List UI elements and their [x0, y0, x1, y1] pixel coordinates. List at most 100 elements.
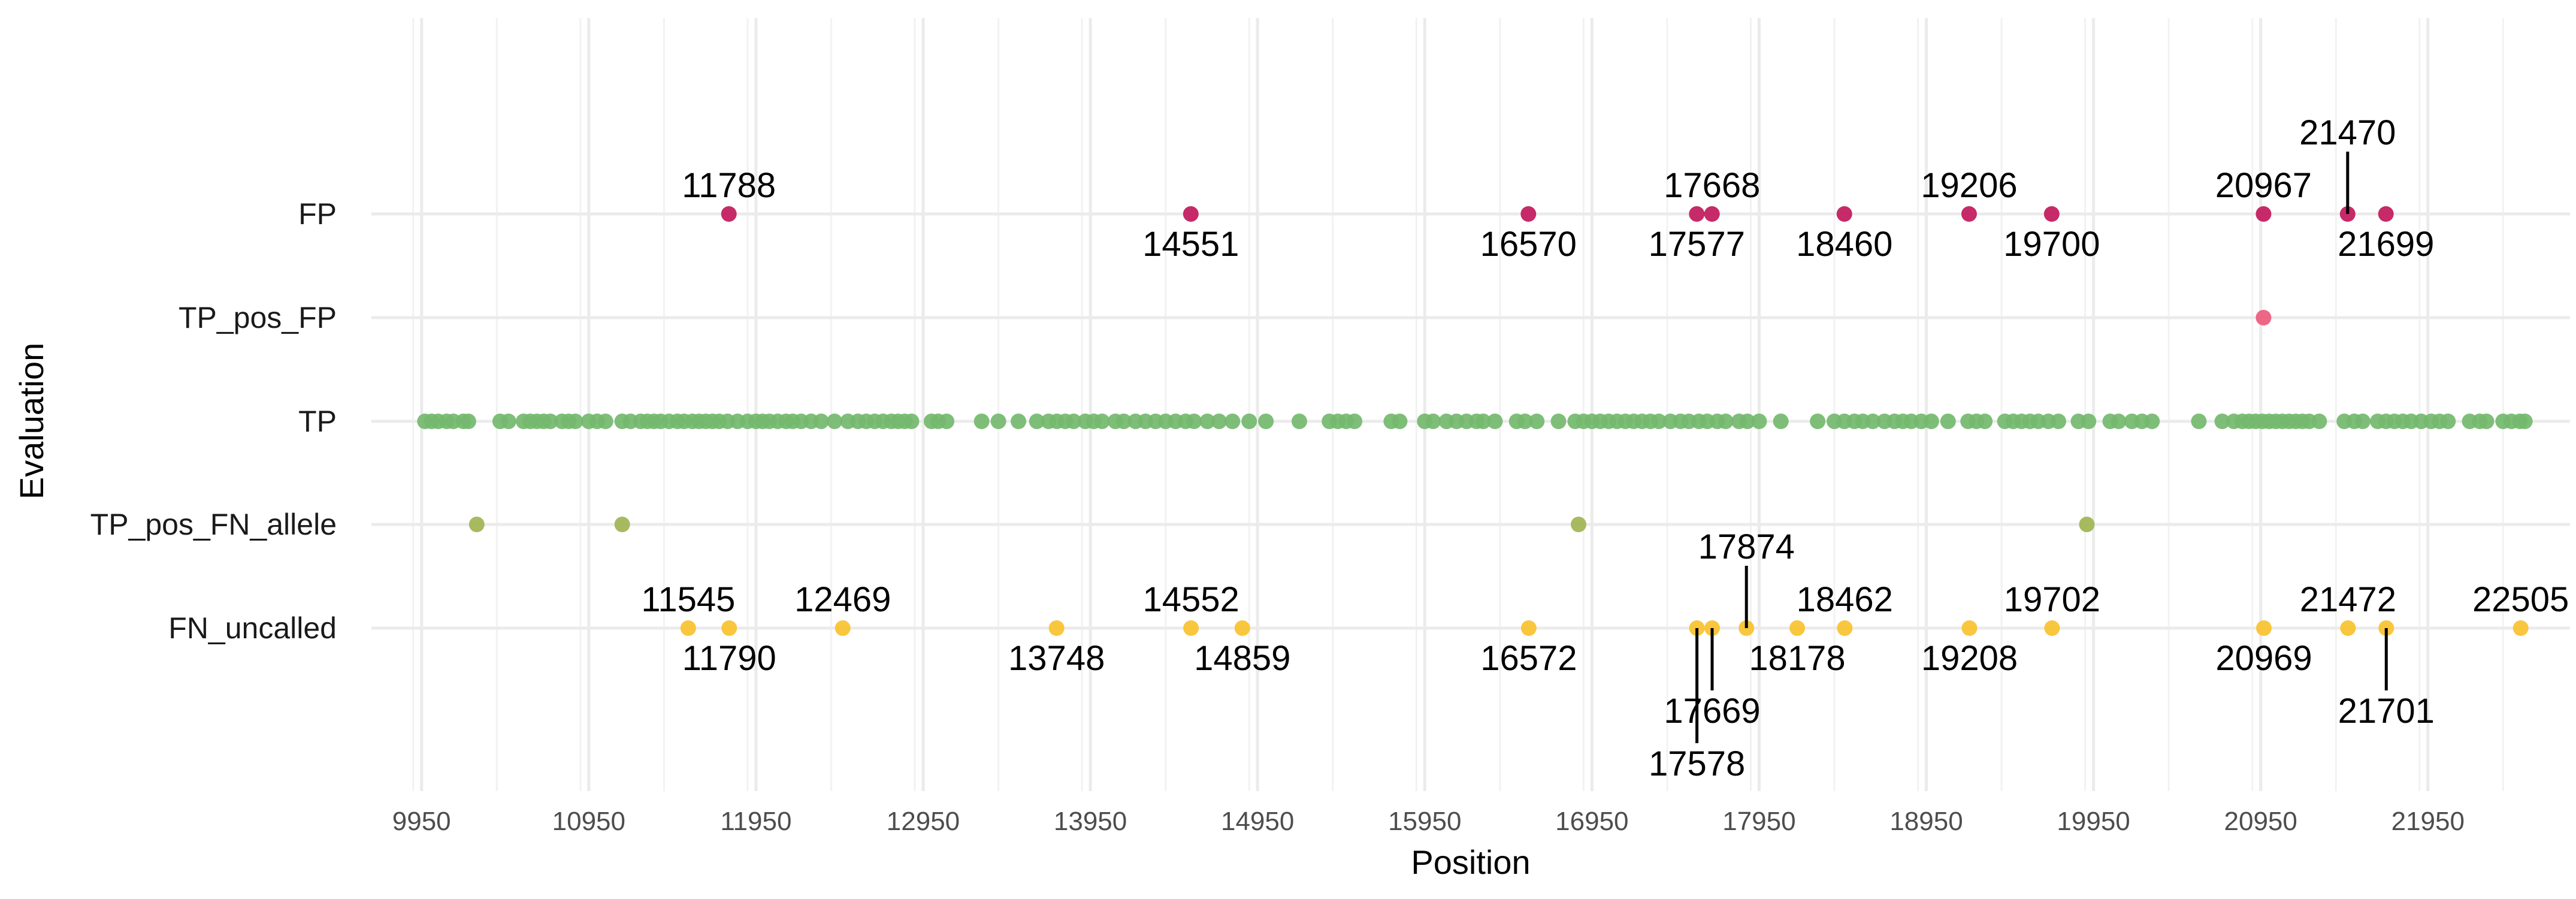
- axis-tick-labels: 9950 10950 11950 12950 13950 14950 15950 16950 1…: [90, 197, 2465, 836]
- y-tick-label: TP_pos_FN_allele: [90, 508, 337, 541]
- data-point: [1773, 414, 1789, 429]
- data-point: [2440, 414, 2456, 429]
- data-point: [721, 620, 737, 636]
- data-point: [813, 414, 829, 429]
- point-label: 13748: [1008, 639, 1105, 678]
- point-label: 20969: [2215, 639, 2312, 678]
- data-point: [835, 620, 851, 636]
- data-points: [417, 206, 2533, 636]
- y-axis-title: Evaluation: [13, 343, 50, 500]
- data-point: [1115, 414, 1132, 429]
- data-point: [1211, 414, 1227, 429]
- data-point: [990, 414, 1006, 429]
- data-point: [1529, 414, 1545, 429]
- point-label: 21699: [2338, 225, 2434, 264]
- data-point: [2354, 414, 2371, 429]
- point-label: 18462: [1797, 580, 1893, 619]
- data-point: [2340, 620, 2356, 636]
- data-point: [460, 414, 476, 429]
- data-point: [1520, 206, 1537, 222]
- data-point: [1837, 620, 1853, 636]
- data-point: [1347, 414, 1363, 429]
- x-tick-label: 19950: [2057, 807, 2130, 836]
- data-point: [2255, 620, 2272, 636]
- data-point: [2044, 620, 2060, 636]
- data-point: [827, 414, 843, 429]
- data-point: [1258, 414, 1274, 429]
- point-label: 17874: [1698, 527, 1795, 566]
- point-label: 11545: [641, 580, 735, 619]
- data-point: [1550, 414, 1567, 429]
- point-label: 17669: [1664, 692, 1760, 731]
- data-point: [1048, 620, 1065, 636]
- point-label: 11788: [682, 166, 776, 205]
- data-point: [1718, 414, 1734, 429]
- data-point: [542, 414, 558, 429]
- data-point: [1066, 414, 1082, 429]
- point-annotations: 11788 14551 16570 17668 17577 18460 19206 19700…: [641, 113, 2569, 783]
- data-point: [500, 414, 516, 429]
- data-point: [1291, 414, 1307, 429]
- point-label: 12469: [794, 580, 891, 619]
- data-point: [2043, 206, 2060, 222]
- data-point: [2311, 414, 2327, 429]
- data-point: [1183, 620, 1199, 636]
- point-label: 11790: [682, 639, 776, 678]
- grid-lines: [371, 18, 2570, 791]
- point-label: 17668: [1664, 166, 1760, 205]
- data-point: [1094, 414, 1110, 429]
- point-label: 21472: [2300, 580, 2396, 619]
- data-point: [1961, 620, 1978, 636]
- data-point: [1241, 414, 1257, 429]
- data-point: [973, 414, 990, 429]
- data-point: [2478, 414, 2495, 429]
- x-tick-label: 10950: [552, 807, 625, 836]
- x-tick-label: 12950: [887, 807, 960, 836]
- x-tick-label: 21950: [2391, 807, 2465, 836]
- data-point: [1836, 206, 1852, 222]
- x-axis-title: Position: [1411, 843, 1530, 881]
- point-label: 16572: [1480, 639, 1577, 678]
- data-point: [1977, 414, 1993, 429]
- data-point: [597, 414, 613, 429]
- point-label: 14552: [1142, 580, 1239, 619]
- x-tick-label: 9950: [392, 807, 451, 836]
- data-point: [1234, 620, 1250, 636]
- data-point: [1392, 414, 1408, 429]
- point-label: 18178: [1749, 639, 1845, 678]
- data-point: [614, 517, 630, 532]
- data-point: [2378, 206, 2394, 222]
- x-tick-label: 11950: [720, 807, 791, 836]
- data-point: [1475, 414, 1491, 429]
- data-point: [1520, 620, 1537, 636]
- data-point: [680, 620, 696, 636]
- point-label: 16570: [1480, 225, 1577, 264]
- data-point: [1224, 414, 1241, 429]
- x-tick-label: 14950: [1221, 807, 1294, 836]
- data-point: [2081, 414, 2097, 429]
- data-point: [1029, 414, 1045, 429]
- data-point: [1487, 414, 1503, 429]
- point-label: 18460: [1796, 225, 1892, 264]
- data-point: [1865, 414, 1881, 429]
- data-point: [468, 517, 485, 532]
- data-point: [1704, 206, 1720, 222]
- x-tick-label: 18950: [1889, 807, 1963, 836]
- x-tick-label: 16950: [1555, 807, 1628, 836]
- data-point: [1940, 414, 1956, 429]
- x-tick-label: 15950: [1388, 807, 1461, 836]
- data-point: [939, 414, 955, 429]
- data-point: [1011, 414, 1027, 429]
- data-point: [1517, 414, 1533, 429]
- point-label: 17577: [1649, 225, 1745, 264]
- data-point: [1650, 414, 1667, 429]
- point-label: 21701: [2338, 692, 2435, 731]
- x-tick-label: 17950: [1722, 807, 1795, 836]
- data-point: [1425, 414, 1441, 429]
- point-label: 14859: [1194, 639, 1290, 678]
- data-point: [1739, 414, 1755, 429]
- point-label: 19702: [2004, 580, 2100, 619]
- data-point: [2214, 414, 2230, 429]
- point-label: 17578: [1649, 744, 1745, 783]
- data-point: [2050, 414, 2066, 429]
